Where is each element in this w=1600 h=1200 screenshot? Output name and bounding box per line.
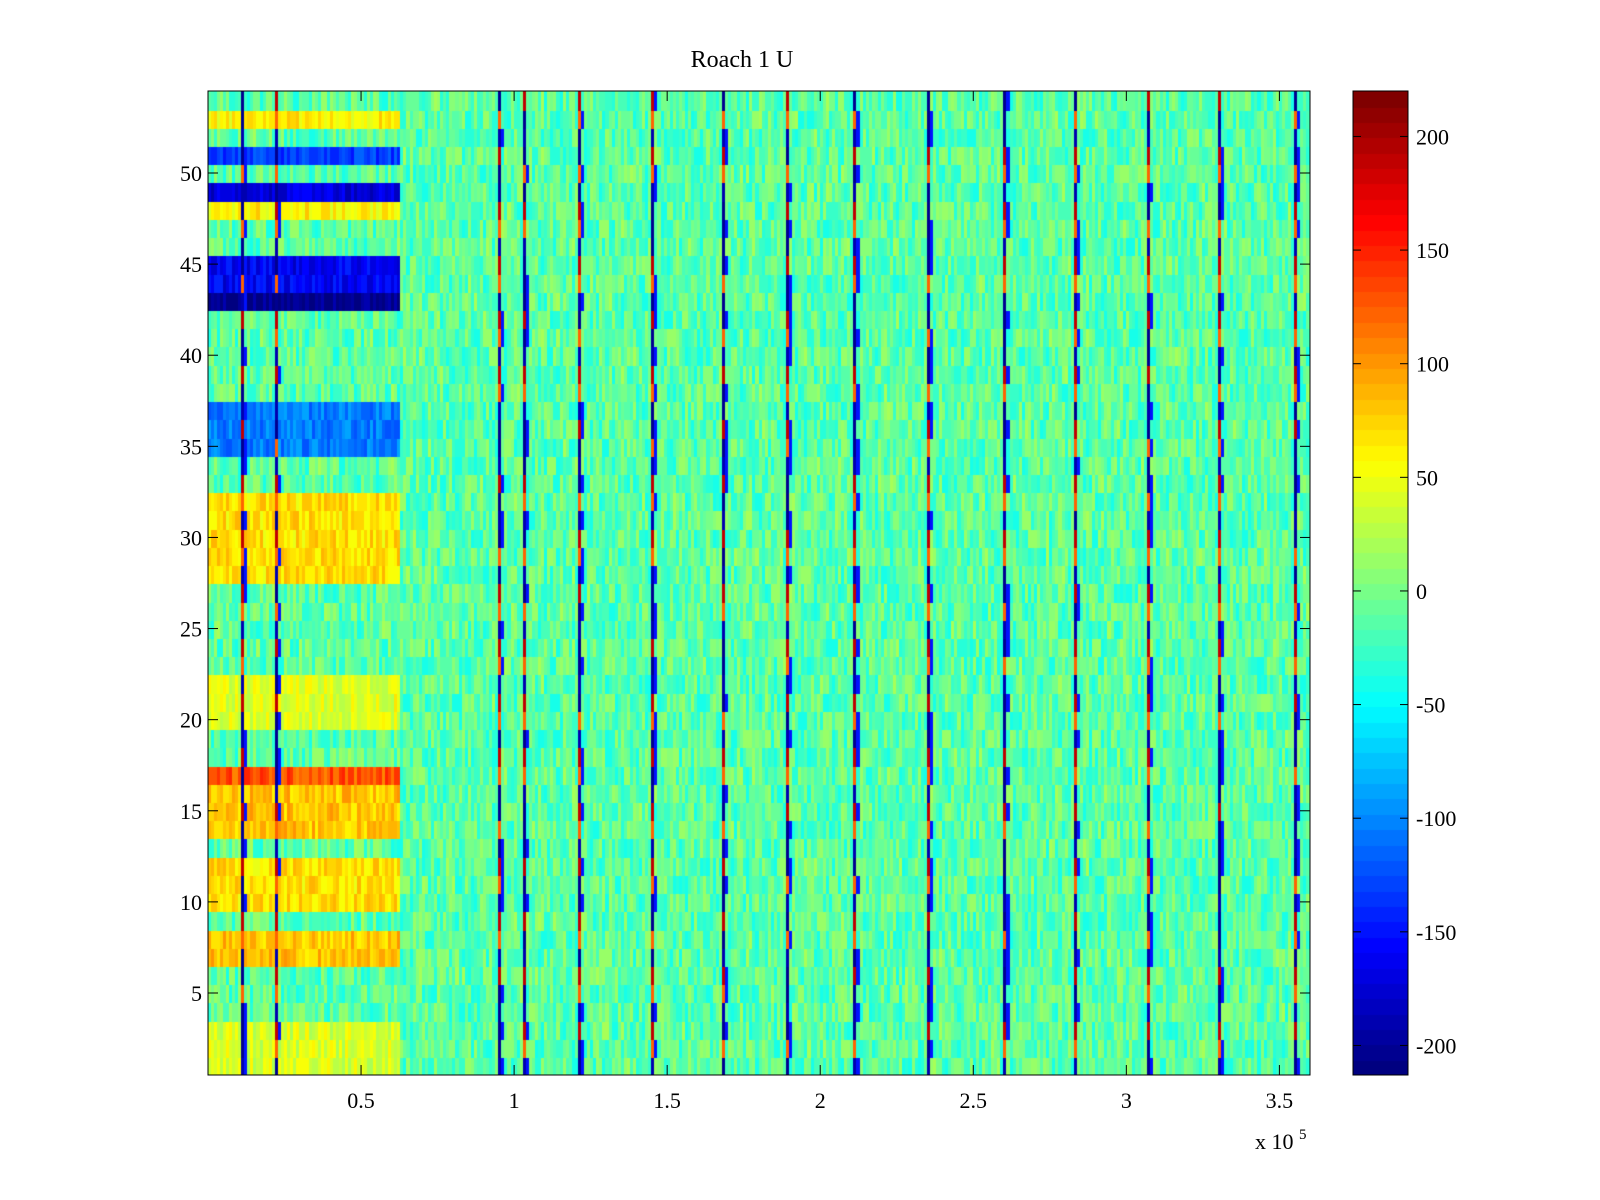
- x-exponent-label: x 10 5: [1255, 1127, 1307, 1154]
- x-tick-label-1: 1: [509, 1088, 520, 1113]
- y-tick-label-1: 10: [180, 890, 202, 915]
- x-tick-label-3: 2: [815, 1088, 826, 1113]
- chart-title: Roach 1 U: [691, 47, 794, 73]
- colorbar-frame: [1352, 90, 1409, 1076]
- y-tick-label-3: 20: [180, 708, 202, 733]
- heatmap-cells: [208, 91, 1310, 1075]
- colorbar-gradient: [1353, 91, 1408, 1075]
- x-tick-label-2: 1.5: [653, 1088, 681, 1113]
- y-tick-label-9: 50: [180, 161, 202, 186]
- plot-frame: [207, 90, 1311, 1076]
- y-tick-label-6: 35: [180, 434, 202, 459]
- colorbar-tick-label-4: 0: [1416, 579, 1427, 604]
- colorbar-tick-label-6: -100: [1416, 806, 1456, 831]
- x-tick-label-6: 3.5: [1266, 1088, 1294, 1113]
- y-tick-label-5: 30: [180, 525, 202, 550]
- colorbar-tick-label-1: 150: [1416, 238, 1449, 263]
- colorbar-tick-label-2: 100: [1416, 352, 1449, 377]
- colorbar-ticks: 200 150 100 50 0 -50 -100 -150 -200: [1353, 124, 1456, 1058]
- colorbar-tick-label-5: -50: [1416, 693, 1445, 718]
- heatmap-image-holder: [208, 91, 1310, 1075]
- y-tick-label-2: 15: [180, 799, 202, 824]
- colorbar-image-holder: [1353, 91, 1408, 1075]
- x-tick-label-4: 2.5: [960, 1088, 988, 1113]
- x-tick-label-5: 3: [1121, 1088, 1132, 1113]
- svg-text:x 10 5: x 10 5: [1255, 1127, 1307, 1154]
- y-tick-label-0: 5: [191, 981, 202, 1006]
- x-exponent-power: 5: [1299, 1127, 1307, 1143]
- colorbar-tick-label-8: -200: [1416, 1033, 1456, 1058]
- x-axis: 0.5 1 1.5 2 2.5 3 3.5: [347, 91, 1293, 1113]
- plot-area: [207, 90, 1311, 1076]
- y-axis: 5 10 15 20 25 30 35 40 45 50: [180, 161, 1310, 1006]
- colorbar-tick-label-7: -150: [1416, 920, 1456, 945]
- colorbar-tick-label-3: 50: [1416, 465, 1438, 490]
- y-tick-label-4: 25: [180, 617, 202, 642]
- colorbar-tick-label-0: 200: [1416, 124, 1449, 149]
- y-tick-label-7: 40: [180, 343, 202, 368]
- x-tick-label-0: 0.5: [347, 1088, 375, 1113]
- y-tick-label-8: 45: [180, 252, 202, 277]
- x-exponent-base: x 10: [1255, 1129, 1294, 1154]
- colorbar: 200 150 100 50 0 -50 -100 -150 -200: [1352, 90, 1456, 1076]
